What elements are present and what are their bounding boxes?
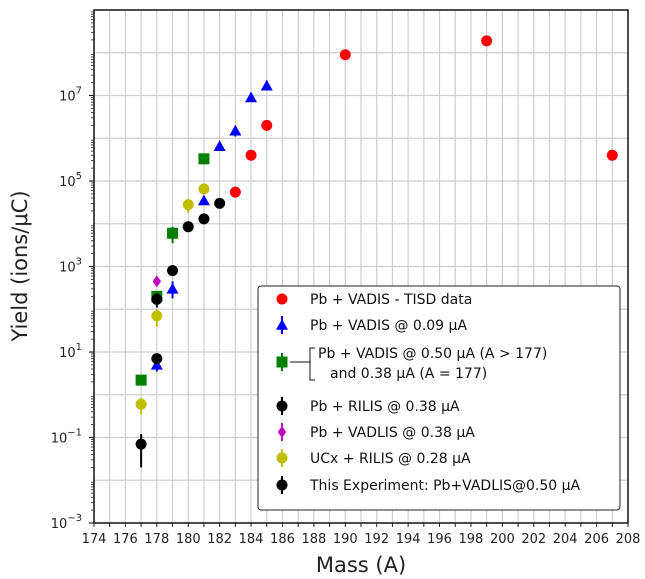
legend-label: Pb + VADIS - TISD data bbox=[310, 292, 472, 308]
data-point bbox=[198, 153, 210, 165]
y-tick-label: 10−1 bbox=[51, 428, 82, 447]
legend-marker bbox=[277, 426, 287, 438]
legend-marker bbox=[276, 293, 288, 305]
x-tick-label: 196 bbox=[427, 532, 452, 547]
legend-label-line2: and 0.38 μA (A = 177) bbox=[330, 366, 487, 382]
legend-label: UCx + RILIS @ 0.28 μA bbox=[310, 451, 471, 467]
data-point bbox=[182, 221, 194, 233]
legend-label: Pb + VADIS @ 0.09 μA bbox=[310, 318, 467, 334]
legend-label: Pb + RILIS @ 0.38 μA bbox=[310, 399, 460, 415]
x-tick-label: 174 bbox=[82, 532, 107, 547]
legend-marker bbox=[276, 400, 288, 412]
data-point bbox=[198, 183, 210, 195]
x-axis-ticks: 174 176 178 180 182 184 186 188 190 192 194 196 198 2… bbox=[82, 523, 641, 547]
data-point bbox=[152, 275, 162, 288]
x-tick-label: 192 bbox=[364, 532, 389, 547]
data-point bbox=[229, 186, 241, 198]
x-tick-label: 208 bbox=[616, 532, 641, 547]
x-tick-label: 182 bbox=[207, 532, 232, 547]
y-axis-ticks: 10−3 10−1 101 103 105 107 bbox=[51, 11, 94, 532]
y-tick-label: 107 bbox=[59, 86, 82, 105]
x-tick-label: 206 bbox=[584, 532, 609, 547]
data-point bbox=[260, 79, 273, 91]
legend-bracket bbox=[309, 347, 315, 381]
data-point bbox=[167, 227, 179, 239]
x-tick-label: 202 bbox=[521, 532, 546, 547]
data-point bbox=[213, 140, 226, 152]
data-point bbox=[166, 282, 179, 294]
data-point bbox=[135, 398, 147, 410]
x-tick-label: 194 bbox=[396, 532, 421, 547]
data-point bbox=[151, 310, 163, 322]
x-tick-label: 180 bbox=[176, 532, 201, 547]
legend-label: Pb + VADIS @ 0.50 μA (A > 177) bbox=[318, 346, 547, 362]
data-point bbox=[245, 91, 258, 103]
data-point bbox=[339, 49, 351, 61]
x-tick-label: 198 bbox=[459, 532, 484, 547]
x-tick-label: 190 bbox=[333, 532, 358, 547]
data-point bbox=[167, 265, 179, 277]
x-tick-label: 200 bbox=[490, 532, 515, 547]
data-point bbox=[135, 438, 147, 450]
legend-label: This Experiment: Pb+VADLIS@0.50 μA bbox=[309, 478, 581, 494]
data-point bbox=[229, 124, 242, 136]
data-point bbox=[245, 149, 257, 161]
data-point bbox=[151, 353, 163, 365]
legend-box bbox=[257, 285, 621, 511]
x-tick-label: 184 bbox=[239, 532, 264, 547]
x-tick-label: 204 bbox=[553, 532, 578, 547]
data-point bbox=[481, 35, 493, 47]
x-tick-label: 176 bbox=[113, 532, 138, 547]
legend: Pb + VADIS - TISD data Pb + VADIS @ 0.09 … bbox=[257, 285, 621, 511]
data-point bbox=[198, 213, 210, 225]
data-point bbox=[214, 197, 226, 209]
y-tick-label: 10−3 bbox=[51, 513, 82, 532]
y-axis-label: Yield (ions/μC) bbox=[8, 190, 32, 342]
legend-label: Pb + VADLIS @ 0.38 μA bbox=[310, 425, 475, 441]
x-tick-label: 188 bbox=[301, 532, 326, 547]
data-point bbox=[135, 374, 147, 386]
data-point bbox=[261, 119, 273, 131]
data-point bbox=[197, 194, 210, 206]
x-axis-label: Mass (A) bbox=[316, 553, 406, 577]
data-point bbox=[606, 149, 618, 161]
y-tick-label: 105 bbox=[59, 171, 82, 190]
data-point bbox=[182, 199, 194, 211]
data-point bbox=[151, 293, 163, 305]
x-tick-label: 178 bbox=[144, 532, 169, 547]
y-tick-label: 103 bbox=[59, 257, 82, 276]
legend-marker bbox=[276, 319, 288, 330]
legend-marker bbox=[276, 356, 288, 368]
x-tick-label: 186 bbox=[270, 532, 295, 547]
legend-marker bbox=[276, 452, 288, 464]
legend-marker bbox=[276, 479, 288, 491]
y-tick-label: 101 bbox=[59, 342, 82, 361]
data-point bbox=[150, 358, 163, 370]
data-points bbox=[135, 35, 618, 468]
